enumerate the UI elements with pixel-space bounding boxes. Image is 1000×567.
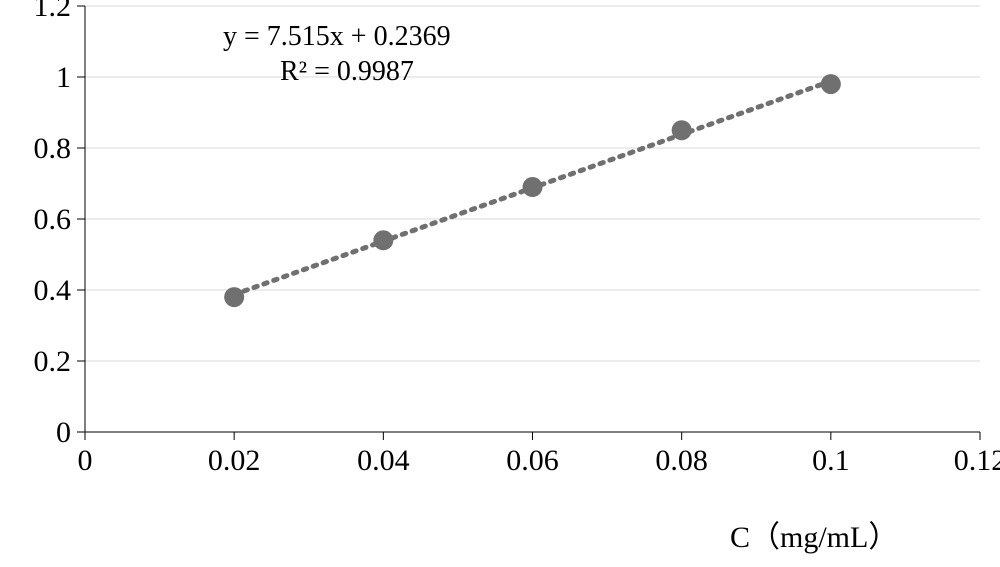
y-tick-label: 0 — [56, 416, 71, 449]
x-tick-label: 0.08 — [655, 444, 708, 477]
x-tick-label: 0.02 — [208, 444, 261, 477]
scatter-chart: 0 0.2 0.4 0.6 0.8 1 1.2 0 0.02 0.04 0.06 0.08 0.1 0.1… — [0, 0, 1000, 567]
data-point — [224, 287, 244, 307]
y-tick-label: 0.4 — [34, 274, 72, 307]
y-tick-label: 0.6 — [34, 203, 72, 236]
x-tick-label: 0.12 — [954, 444, 1000, 477]
x-tick-label: 0.04 — [357, 444, 410, 477]
x-tick-label: 0.1 — [812, 444, 850, 477]
data-point — [373, 230, 393, 250]
y-tick-label: 1.2 — [34, 0, 72, 23]
chart-background — [0, 0, 1000, 567]
x-tick-label: 0.06 — [506, 444, 559, 477]
chart-container: 0 0.2 0.4 0.6 0.8 1 1.2 0 0.02 0.04 0.06 0.08 0.1 0.1… — [0, 0, 1000, 567]
y-tick-label: 1 — [56, 61, 71, 94]
trendline-r2: R² = 0.9987 — [280, 56, 414, 87]
x-axis-label: C（mg/mL） — [730, 512, 898, 556]
y-tick-label: 0.8 — [34, 132, 72, 165]
data-point — [821, 74, 841, 94]
x-tick-label: 0 — [78, 444, 93, 477]
data-point — [672, 120, 692, 140]
data-point — [523, 177, 543, 197]
y-tick-label: 0.2 — [34, 345, 72, 378]
trendline-equation: y = 7.515x + 0.2369 — [223, 21, 451, 52]
